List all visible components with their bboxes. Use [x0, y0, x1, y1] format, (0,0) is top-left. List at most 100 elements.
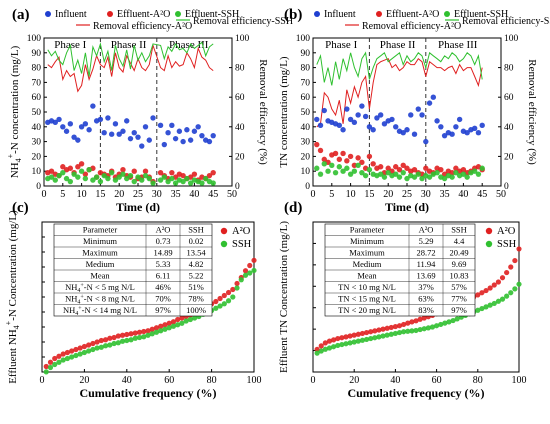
- data-point: [322, 346, 328, 352]
- data-point: [351, 339, 357, 345]
- label-part: 4: [75, 311, 78, 317]
- data-point: [326, 345, 333, 351]
- data-point: [124, 331, 130, 338]
- label-part: -N < 14 mg N/L: [82, 305, 137, 315]
- data-point: [512, 286, 518, 292]
- legend-text: A²O: [232, 226, 251, 237]
- data-point: [86, 167, 92, 173]
- data-point: [321, 161, 327, 167]
- data-point: [409, 328, 415, 334]
- legend-text: Effluent-SSH: [185, 9, 239, 20]
- data-point: [116, 174, 122, 180]
- data-point: [242, 272, 249, 278]
- x-tick-label: 45: [208, 189, 218, 200]
- data-point: [377, 112, 384, 118]
- table-cell: 5.29: [419, 236, 434, 246]
- data-point: [221, 301, 227, 307]
- table-cell: 83%: [418, 305, 434, 315]
- y-tick-label: 40: [301, 123, 311, 133]
- data-point: [317, 147, 324, 154]
- data-point: [479, 165, 485, 171]
- y-axis-title: Effluent TN Concentration (mg/L): [278, 221, 290, 373]
- data-point: [401, 329, 407, 335]
- y-right-axis-title: Removal efficiency (%): [526, 59, 538, 165]
- data-point: [400, 169, 406, 176]
- table-cell: 5.22: [189, 271, 204, 281]
- data-point: [405, 328, 411, 334]
- y-tick-label: 0: [305, 182, 310, 192]
- data-point: [132, 330, 138, 336]
- data-point: [331, 337, 337, 343]
- y-tick-label: 30: [301, 138, 311, 148]
- data-point: [132, 335, 138, 341]
- data-point: [336, 164, 343, 170]
- x-tick-label: 0: [311, 375, 316, 386]
- y-right-tick-label: 20: [504, 152, 514, 162]
- data-point: [355, 331, 361, 337]
- data-point: [158, 328, 164, 334]
- data-point: [479, 305, 485, 312]
- data-point: [52, 119, 58, 126]
- label-part: 4: [77, 288, 80, 294]
- y-right-tick-label: 60: [504, 93, 514, 103]
- data-point: [475, 171, 482, 177]
- data-point: [162, 322, 168, 328]
- data-point: [456, 116, 463, 123]
- data-point: [491, 300, 497, 307]
- data-point: [426, 174, 433, 180]
- y-tick-label: 90: [301, 49, 311, 59]
- label-part: NH: [65, 282, 77, 292]
- data-point: [230, 286, 236, 293]
- legend-text: Effluent-SSH: [454, 9, 508, 20]
- data-point: [180, 178, 186, 185]
- data-point: [516, 246, 522, 252]
- data-point: [157, 177, 164, 183]
- data-point: [103, 343, 109, 349]
- label-part: +: [6, 153, 15, 158]
- data-point: [238, 277, 244, 283]
- data-point: [78, 161, 85, 167]
- data-point: [242, 268, 249, 274]
- x-tick-label: 15: [364, 189, 374, 200]
- y-tick-label: 90: [32, 49, 42, 59]
- data-point: [86, 127, 92, 133]
- table-cell: Minimum: [350, 236, 384, 246]
- data-point: [187, 180, 194, 186]
- data-point: [202, 175, 209, 182]
- data-point: [404, 127, 410, 133]
- table-cell: TN < 15 mg N/L: [338, 294, 396, 304]
- x-tick-label: 10: [77, 189, 87, 200]
- data-point: [446, 319, 452, 325]
- data-point: [504, 269, 510, 276]
- legend-text: A²O: [497, 226, 516, 237]
- data-point: [75, 174, 81, 180]
- data-point: [415, 171, 421, 177]
- data-point: [483, 287, 489, 294]
- x-tick-label: 60: [432, 375, 442, 386]
- data-point: [247, 262, 253, 269]
- table-cell: NH4+-N < 14 mg N/L: [63, 305, 137, 317]
- label-part: 4: [77, 300, 80, 306]
- data-point: [400, 130, 406, 136]
- data-point: [175, 322, 181, 328]
- data-point: [63, 128, 70, 134]
- data-point: [344, 106, 350, 112]
- data-point: [184, 127, 190, 133]
- data-point: [97, 116, 104, 123]
- data-point: [409, 319, 415, 325]
- data-point: [149, 326, 155, 332]
- y-tick-label: 70: [32, 78, 42, 88]
- data-point: [314, 141, 320, 148]
- data-point: [191, 128, 198, 134]
- data-point: [127, 135, 134, 142]
- data-point: [460, 167, 467, 173]
- data-point: [512, 257, 518, 264]
- data-point: [56, 353, 62, 359]
- series-line: [316, 57, 483, 128]
- data-point: [355, 338, 361, 344]
- data-point: [131, 168, 137, 174]
- table-cell: 4.4: [454, 236, 465, 246]
- panel-label: (d): [284, 200, 302, 216]
- data-point: [453, 124, 459, 130]
- data-point: [105, 115, 111, 121]
